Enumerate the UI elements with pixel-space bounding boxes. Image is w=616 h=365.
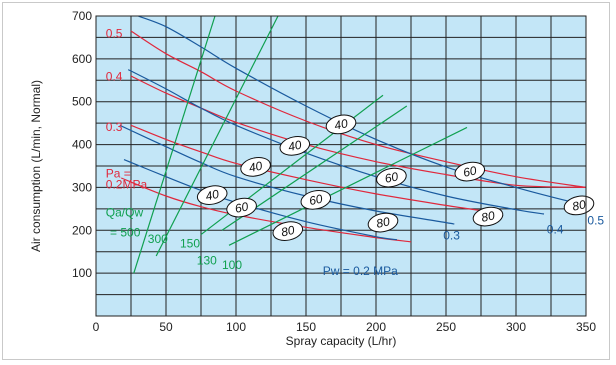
bubble-outline bbox=[454, 161, 486, 182]
curve-pa-0-5 bbox=[130, 30, 586, 188]
curve-label: 130 bbox=[197, 254, 217, 268]
bubble-outline bbox=[279, 136, 311, 156]
bubble-80: 80 bbox=[472, 206, 504, 227]
bubble-40: 40 bbox=[240, 157, 271, 177]
bubble-label: 40 bbox=[248, 159, 264, 176]
curve-pa-0-3 bbox=[130, 124, 482, 212]
bubble-outline bbox=[240, 157, 271, 177]
bubble-label: 40 bbox=[333, 116, 349, 133]
bubble-outline bbox=[325, 114, 357, 135]
chart-frame bbox=[2, 2, 610, 360]
bubble-label: 80 bbox=[480, 208, 496, 225]
y-tick-label: 700 bbox=[72, 9, 92, 23]
bubble-60: 60 bbox=[376, 167, 407, 188]
bubble-40: 40 bbox=[325, 114, 357, 135]
curve-label: 0.3 bbox=[106, 120, 123, 134]
curve-label: 0.4 bbox=[547, 223, 564, 237]
bubble-40: 40 bbox=[279, 136, 311, 156]
x-tick-label: 150 bbox=[296, 320, 316, 334]
x-axis-label: Spray capacity (L/hr) bbox=[286, 334, 397, 348]
curve-qa-qw-qa-qw-500 bbox=[133, 16, 216, 274]
plot-border bbox=[95, 15, 587, 317]
bubble-outline bbox=[226, 197, 257, 218]
bubble-80: 80 bbox=[272, 221, 304, 241]
bubble-outline bbox=[300, 190, 332, 210]
x-tick-label: 350 bbox=[576, 320, 596, 334]
curve-pw-0-3 bbox=[119, 124, 455, 225]
x-tick-label: 100 bbox=[226, 320, 246, 334]
curve-label: = 500 bbox=[110, 226, 141, 240]
y-axis-label: Air consumption (L/min, Normal) bbox=[29, 80, 43, 252]
curve-qa-qw-100 bbox=[228, 126, 468, 246]
bubble-label: 60 bbox=[462, 163, 478, 180]
bubble-60: 60 bbox=[454, 161, 486, 182]
curve-label: 0.3 bbox=[443, 229, 460, 243]
bubble-label: 80 bbox=[280, 223, 296, 240]
bubble-label: 60 bbox=[383, 169, 399, 186]
bubble-40: 40 bbox=[196, 185, 228, 205]
bubble-outline bbox=[376, 167, 407, 188]
x-tick-label: 50 bbox=[159, 320, 173, 334]
y-tick-label: 600 bbox=[72, 52, 92, 66]
y-tick-label: 300 bbox=[72, 180, 92, 194]
curve-label: 100 bbox=[222, 258, 242, 272]
curve-pw-0-4 bbox=[127, 69, 545, 215]
bubble-outline bbox=[472, 206, 504, 227]
curve-label: 0.4 bbox=[106, 69, 123, 83]
bubble-outline bbox=[367, 212, 399, 233]
curve-label: 300 bbox=[148, 232, 168, 246]
curve-label: 150 bbox=[180, 236, 200, 250]
x-tick-label: 250 bbox=[436, 320, 456, 334]
bubble-label: 60 bbox=[234, 199, 250, 216]
bubble-outline bbox=[272, 221, 304, 241]
bubble-label: 40 bbox=[287, 138, 303, 155]
y-tick-label: 400 bbox=[72, 138, 92, 152]
bubble-label: 80 bbox=[571, 197, 587, 214]
x-tick-label: 200 bbox=[366, 320, 386, 334]
bubble-60: 60 bbox=[226, 197, 257, 218]
y-tick-label: 500 bbox=[72, 95, 92, 109]
bubble-label: 40 bbox=[204, 187, 220, 204]
y-tick-label: 200 bbox=[72, 223, 92, 237]
y-tick-label: 100 bbox=[72, 266, 92, 280]
bubble-outline bbox=[196, 185, 228, 205]
bubble-60: 60 bbox=[300, 190, 332, 210]
curve-label: Pw = 0.2 MPa bbox=[323, 264, 398, 278]
curve-label: Qa/Qw bbox=[106, 206, 144, 220]
bubble-label: 80 bbox=[375, 214, 391, 231]
curve-label: 0.2MPa bbox=[106, 177, 148, 191]
bubble-80: 80 bbox=[367, 212, 399, 233]
curve-labels: 0.5 0.4 0.3 Pa =0.2MPa Qa/Qw = 500 300 150 130 10… bbox=[106, 26, 605, 277]
curve-label: 0.5 bbox=[106, 26, 123, 40]
bubble-label: 60 bbox=[308, 192, 324, 209]
curve-label: Pa = bbox=[106, 167, 131, 181]
x-tick-label: 300 bbox=[506, 320, 526, 334]
x-tick-label: 0 bbox=[93, 320, 100, 334]
curve-qa-qw-300 bbox=[155, 16, 279, 257]
y-axis-ticks: 100 200 300 400 500 600 700 bbox=[72, 9, 92, 280]
curve-label: 0.5 bbox=[587, 214, 604, 228]
x-axis-ticks: 0 50 100 150 200 250 300 350 bbox=[93, 320, 597, 334]
bubbles: 40 40 40 40 60 60 60 60 80 80 80 80 bbox=[196, 114, 595, 241]
